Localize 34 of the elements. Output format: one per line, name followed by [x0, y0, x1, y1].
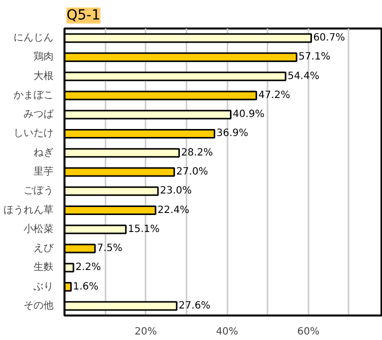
y-tick-label: にんじん — [14, 32, 54, 44]
data-label: 27.6% — [178, 300, 210, 312]
data-label: 40.9% — [232, 109, 265, 120]
y-tick-label: 鶏肉 — [34, 50, 54, 63]
y-tick-label: えび — [34, 243, 54, 254]
y-tick-label: ごぼう — [24, 186, 54, 197]
y-tick-label: しいたけ — [14, 128, 54, 140]
x-tick-label: 40% — [216, 326, 238, 338]
data-label: 7.5% — [96, 243, 122, 254]
data-label: 23.0% — [160, 186, 192, 197]
data-label: 27.0% — [176, 166, 208, 178]
data-label: 47.2% — [258, 90, 290, 101]
data-label: 1.6% — [73, 281, 98, 292]
y-tick-label: その他 — [24, 299, 54, 312]
data-label: 36.9% — [216, 128, 248, 140]
y-tick-label: ぶり — [34, 281, 54, 292]
x-tick-label: 20% — [134, 326, 157, 338]
data-label: 28.2% — [181, 147, 213, 158]
data-label: 54.4% — [288, 70, 320, 82]
y-tick-label: 大根 — [34, 70, 54, 82]
y-tick-label: 小松菜 — [24, 222, 54, 235]
data-label: 22.4% — [158, 204, 190, 216]
data-label: 2.2% — [75, 262, 101, 274]
y-tick-label: ほうれん草 — [4, 204, 54, 216]
data-label: 60.7% — [313, 32, 345, 44]
y-tick-label: ねぎ — [34, 147, 54, 158]
data-label: 57.1% — [298, 52, 330, 63]
y-tick-label: 生麩 — [34, 261, 54, 274]
y-tick-label: かまぼこ — [14, 90, 54, 101]
y-tick-label: 里芋 — [34, 166, 54, 178]
x-tick-label: 60% — [297, 326, 320, 338]
y-tick-label: みつば — [24, 109, 54, 120]
chart-title: Q5-1 — [66, 8, 100, 24]
data-label: 15.1% — [128, 224, 160, 235]
